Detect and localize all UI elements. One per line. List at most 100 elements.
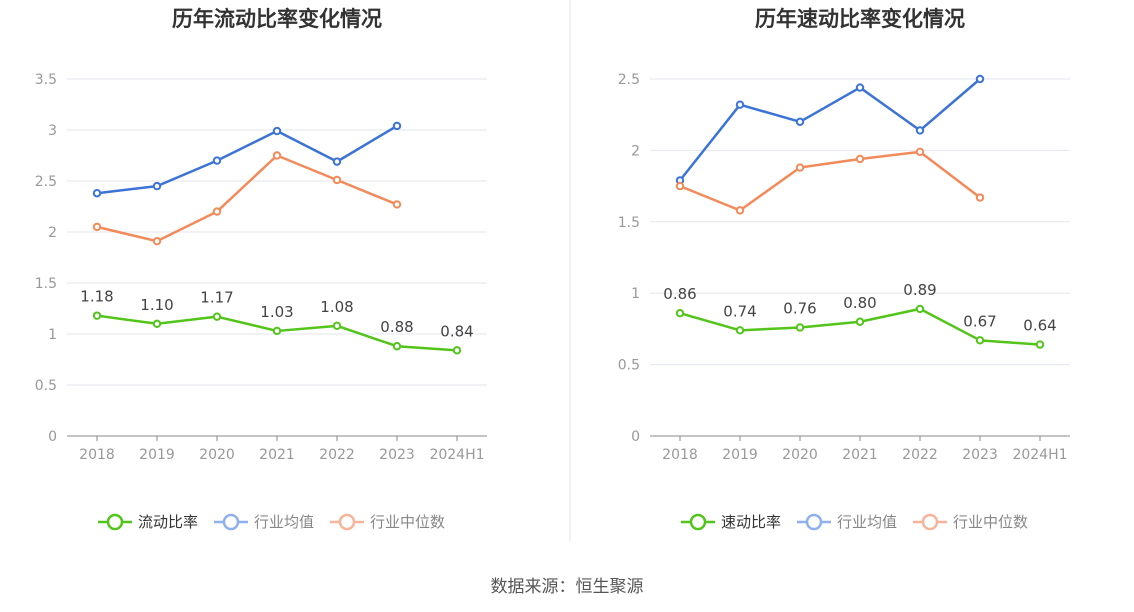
data-point-industry_median <box>675 181 685 191</box>
chart-title: 历年流动比率变化情况 <box>172 7 382 31</box>
data-label: 1.03 <box>260 303 293 321</box>
legend-label: 行业均值 <box>254 513 314 531</box>
legend-item-industry_median: 行业中位数 <box>330 513 445 531</box>
y-tick-label: 2 <box>48 225 57 241</box>
data-point-own <box>152 319 162 328</box>
x-tick-label: 2020 <box>782 447 818 463</box>
data-point-own <box>675 308 685 318</box>
legend-item-own: 流动比率 <box>98 513 198 531</box>
y-tick-label: 1.5 <box>35 276 57 292</box>
current-ratio-chart: 历年流动比率变化情况 0 0.5 1 1.5 2 2.5 3 3.5 2018 2019 2020 20… <box>35 7 487 531</box>
data-point-own <box>1035 340 1045 349</box>
data-point-industry_median <box>735 206 745 215</box>
data-point-industry_avg <box>272 126 282 136</box>
y-tick-label: 2.5 <box>35 174 57 190</box>
data-label: 0.80 <box>843 294 876 312</box>
legend-item-own: 速动比率 <box>681 513 781 531</box>
data-point-industry_avg <box>915 126 925 135</box>
data-point-industry_median <box>795 163 805 172</box>
data-point-industry_median <box>272 151 282 160</box>
data-label: 0.86 <box>663 285 696 303</box>
data-label: 1.10 <box>140 296 173 314</box>
x-tick-label: 2018 <box>79 447 115 463</box>
data-point-own <box>855 317 865 326</box>
series-line-industry_median <box>96 154 398 243</box>
legend-marker <box>689 513 707 531</box>
x-tick-label: 2020 <box>199 447 235 463</box>
data-point-industry_median <box>92 222 102 232</box>
y-tick-label: 1.5 <box>618 215 640 231</box>
series-line-industry_avg <box>679 78 981 182</box>
data-point-own <box>92 311 102 320</box>
legend-marker <box>106 513 124 531</box>
y-tick-label: 0.5 <box>35 378 57 394</box>
x-tick-label: 2024H1 <box>429 447 484 463</box>
data-point-own <box>212 312 222 321</box>
x-tick-label: 2022 <box>319 447 355 463</box>
data-point-industry_median <box>915 147 925 157</box>
data-point-industry_avg <box>392 121 402 131</box>
data-point-industry_avg <box>795 117 805 127</box>
data-point-industry_avg <box>92 189 102 198</box>
legend-label: 行业均值 <box>837 513 897 531</box>
data-point-own <box>452 346 462 355</box>
legend-marker <box>338 513 356 531</box>
legend-marker <box>805 513 823 531</box>
data-label: 0.74 <box>723 302 756 320</box>
legend-marker <box>921 513 939 531</box>
legend-label: 行业中位数 <box>953 513 1028 531</box>
data-label: 0.67 <box>963 312 996 330</box>
y-tick-label: 1 <box>48 327 57 343</box>
y-tick-label: 3 <box>48 123 57 139</box>
data-label: 1.18 <box>80 288 113 306</box>
x-tick-label: 2019 <box>722 447 758 463</box>
data-point-industry_median <box>212 207 222 216</box>
data-label: 0.88 <box>380 318 413 336</box>
y-tick-label: 0 <box>48 429 57 445</box>
data-point-industry_avg <box>212 156 222 165</box>
y-tick-label: 0 <box>631 429 640 445</box>
y-tick-label: 2.5 <box>618 72 640 88</box>
quick-ratio-chart: 历年速动比率变化情况 0 0.5 1 1.5 2 2.5 2018 2019 2020 2021 20… <box>618 7 1070 531</box>
legend-marker <box>222 513 240 531</box>
x-tick-label: 2023 <box>379 447 415 463</box>
series-line-industry_median <box>679 150 981 212</box>
data-label: 1.17 <box>200 289 233 307</box>
data-point-industry_median <box>855 154 865 164</box>
data-label: 0.89 <box>903 281 936 299</box>
y-tick-label: 0.5 <box>618 358 640 374</box>
legend-label: 流动比率 <box>138 513 198 531</box>
x-tick-label: 2021 <box>259 447 295 463</box>
data-point-industry_avg <box>332 157 342 166</box>
data-point-own <box>795 323 805 332</box>
data-label: 0.64 <box>1023 317 1056 335</box>
data-point-industry_median <box>392 200 402 209</box>
data-label: 0.84 <box>440 322 473 340</box>
data-point-industry_avg <box>855 83 865 92</box>
data-point-industry_median <box>152 236 162 246</box>
y-tick-label: 2 <box>631 143 640 159</box>
x-tick-label: 2019 <box>139 447 175 463</box>
chart-title: 历年速动比率变化情况 <box>755 7 965 31</box>
legend-label: 速动比率 <box>721 513 781 531</box>
data-point-own <box>332 321 342 331</box>
data-point-own <box>272 326 282 336</box>
x-tick-label: 2024H1 <box>1012 447 1067 463</box>
legend-label: 行业中位数 <box>370 513 445 531</box>
data-point-own <box>392 342 402 351</box>
x-tick-label: 2021 <box>842 447 878 463</box>
data-point-own <box>975 336 985 345</box>
legend-item-industry_median: 行业中位数 <box>913 513 1028 531</box>
data-point-industry_avg <box>735 100 745 109</box>
data-point-industry_median <box>332 175 342 185</box>
data-label: 0.76 <box>783 299 816 317</box>
data-point-industry_avg <box>975 74 985 84</box>
data-point-industry_avg <box>152 181 162 191</box>
data-point-own <box>915 304 925 314</box>
y-tick-label: 1 <box>631 286 640 302</box>
data-label: 1.08 <box>320 298 353 316</box>
series-line-industry_avg <box>96 124 398 195</box>
data-source-footer: 数据来源：恒生聚源 <box>490 577 644 597</box>
y-tick-label: 3.5 <box>35 72 57 88</box>
